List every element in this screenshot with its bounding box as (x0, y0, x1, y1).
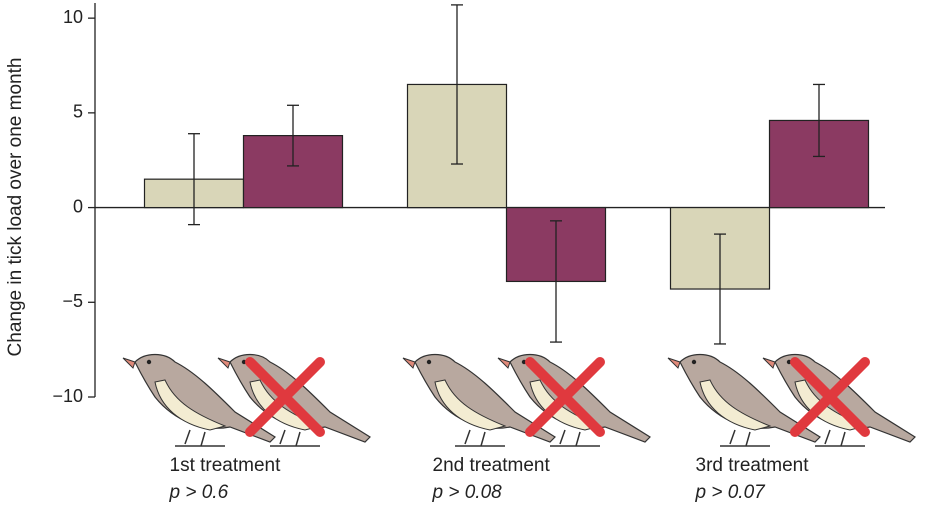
error-bar (188, 133, 200, 226)
x-tick-label: 2nd treatment (433, 455, 551, 476)
error-bar (451, 4, 463, 165)
y-tick-label: −10 (52, 386, 83, 406)
error-bar (287, 104, 299, 167)
y-tick-label: 5 (73, 102, 83, 122)
bird-illustration (123, 355, 370, 447)
y-axis-label: Change in tick load over one month (5, 58, 26, 357)
x-tick-label: 3rd treatment (696, 455, 810, 476)
y-tick-label: 10 (63, 7, 83, 27)
error-bar (813, 83, 825, 158)
illustrations (123, 355, 915, 447)
bird-illustration (403, 355, 650, 447)
p-label: p > 0.6 (169, 482, 229, 503)
bird-illustration (668, 355, 915, 447)
y-tick-label: 0 (73, 196, 83, 216)
error-bar (550, 220, 562, 343)
y-tick-label: −5 (62, 291, 83, 311)
error-bar (714, 233, 726, 345)
p-label: p > 0.08 (432, 482, 503, 503)
x-tick-label: 1st treatment (170, 455, 282, 476)
p-label: p > 0.07 (695, 482, 767, 503)
